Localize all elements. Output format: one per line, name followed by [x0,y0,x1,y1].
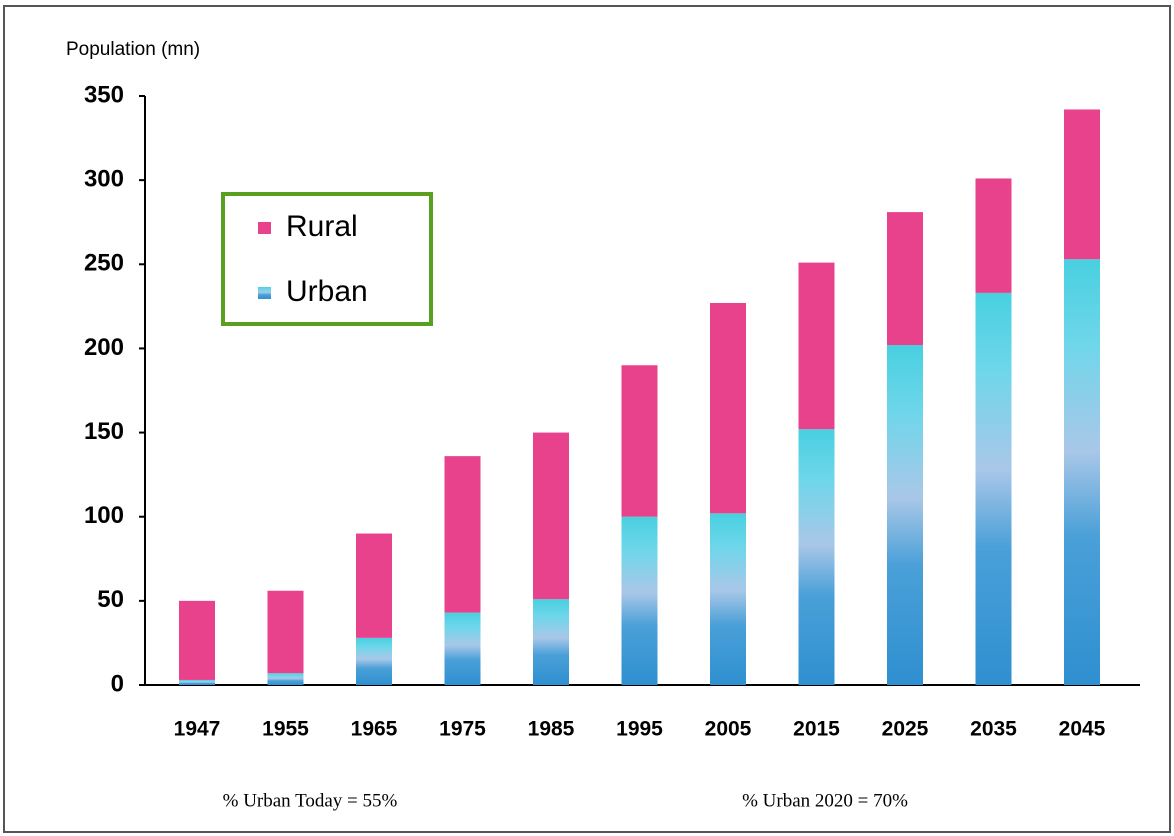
y-tick-label: 150 [84,418,124,445]
legend-swatch [258,287,271,299]
bar-segment [444,612,481,685]
legend-label: Urban [286,275,368,308]
bar-segment [533,432,569,600]
bar-segment [710,302,746,514]
bar-segment [621,365,658,517]
x-tick-label: 2005 [705,718,752,741]
x-tick-label: 2025 [882,718,929,741]
annotation: % Urban Today = 55% [223,790,398,811]
x-tick-label: 1975 [439,718,486,741]
legend-swatch [258,222,271,234]
bar-segment [267,590,304,674]
bar-segment [1064,109,1100,260]
y-tick-label: 200 [84,334,124,361]
bar-segment [798,429,835,685]
x-tick-label: 1965 [351,718,398,741]
x-tick-label: 1985 [528,718,575,741]
frame [3,5,1171,833]
y-tick-label: 250 [84,250,124,277]
bar-segment [975,178,1012,293]
y-tick-label: 350 [84,81,124,108]
bar-segment [975,292,1012,685]
bar-segment [621,516,658,685]
bar-segment [887,345,923,685]
legend [221,192,433,326]
y-tick-label: 0 [111,670,124,697]
bar-segment [444,456,481,613]
bar-segment [710,513,746,685]
x-tick-label: 2015 [793,718,840,741]
y-tick-label: 300 [84,165,124,192]
bar-segment [179,679,215,685]
annotation: % Urban 2020 = 70% [742,790,908,811]
bar-segment [179,600,215,680]
x-tick-label: 1947 [174,718,221,741]
bar-segment [356,533,392,638]
y-tick-label: 50 [97,586,124,613]
bar-segment [1064,259,1100,685]
x-tick-label: 2045 [1059,718,1106,741]
bar-segment [267,673,304,685]
legend-label: Rural [286,210,358,243]
y-axis-label: Population (mn) [66,39,200,60]
x-tick-label: 2035 [970,718,1017,741]
bar-segment [798,262,835,430]
x-tick-label: 1955 [262,718,309,741]
bar-segment [533,599,569,685]
y-tick-label: 100 [84,502,124,529]
bar-segment [356,637,392,685]
bar-segment [887,212,923,346]
x-tick-label: 1995 [616,718,663,741]
